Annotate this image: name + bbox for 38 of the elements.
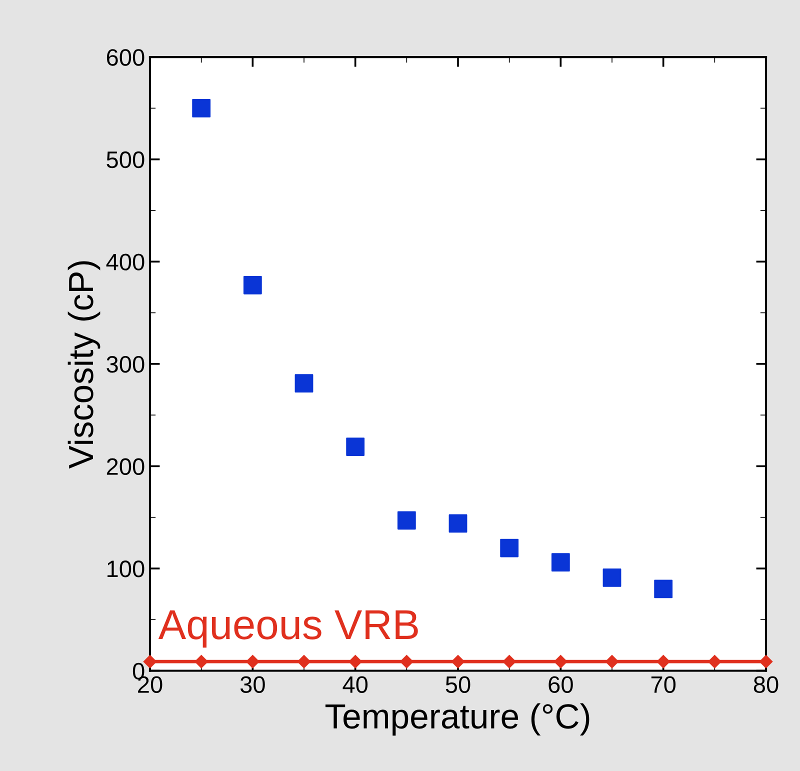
point — [246, 654, 260, 668]
y-tick-label: 300 — [106, 356, 144, 373]
point — [759, 654, 773, 668]
y-tick-label: 400 — [106, 254, 144, 270]
y-tick-label: 600 — [106, 49, 144, 66]
point — [397, 511, 416, 530]
x-tick-label: 60 — [548, 676, 573, 693]
y-tick-label: 200 — [106, 458, 144, 475]
x-tick-label: 30 — [240, 676, 265, 693]
point — [605, 654, 619, 668]
point — [502, 654, 516, 668]
point — [654, 580, 673, 598]
point — [346, 438, 365, 456]
x-tick-label: 70 — [651, 676, 676, 693]
point — [143, 654, 157, 668]
x-tick-label: 50 — [446, 676, 470, 693]
point — [297, 654, 311, 668]
y-tick-label: 500 — [106, 151, 144, 168]
point — [451, 654, 465, 668]
point — [348, 654, 362, 668]
x-axis-title: Temperature (°C) — [325, 703, 590, 736]
point — [194, 654, 208, 668]
x-tick-label: 80 — [754, 676, 778, 693]
point — [400, 654, 414, 668]
point — [551, 553, 570, 572]
point — [294, 374, 314, 393]
point — [192, 98, 211, 118]
point — [500, 538, 519, 558]
x-tick-label: 40 — [342, 676, 368, 693]
point — [656, 654, 670, 668]
point — [602, 568, 622, 587]
y-tick-label: 100 — [108, 560, 144, 578]
point — [708, 654, 722, 668]
series-label: Aqueous VRB — [158, 610, 418, 648]
point — [448, 514, 468, 533]
y-axis-title: Viscosity (cP) — [68, 261, 100, 469]
point — [554, 654, 568, 668]
point — [243, 276, 262, 294]
